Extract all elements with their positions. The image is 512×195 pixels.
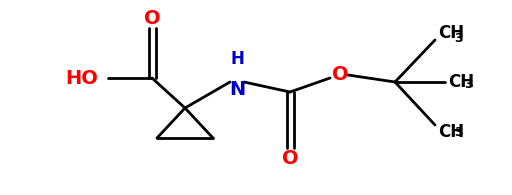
Text: N: N	[229, 80, 245, 99]
Text: 3: 3	[454, 32, 463, 45]
Text: O: O	[282, 149, 298, 168]
Text: O: O	[332, 66, 348, 84]
Text: 3: 3	[454, 126, 463, 139]
Text: CH: CH	[448, 73, 474, 91]
Text: 3: 3	[464, 79, 473, 91]
Text: CH: CH	[438, 123, 464, 141]
Text: O: O	[144, 9, 160, 27]
Text: H: H	[230, 50, 244, 68]
Text: HO: HO	[65, 68, 98, 88]
Text: CH: CH	[438, 24, 464, 42]
